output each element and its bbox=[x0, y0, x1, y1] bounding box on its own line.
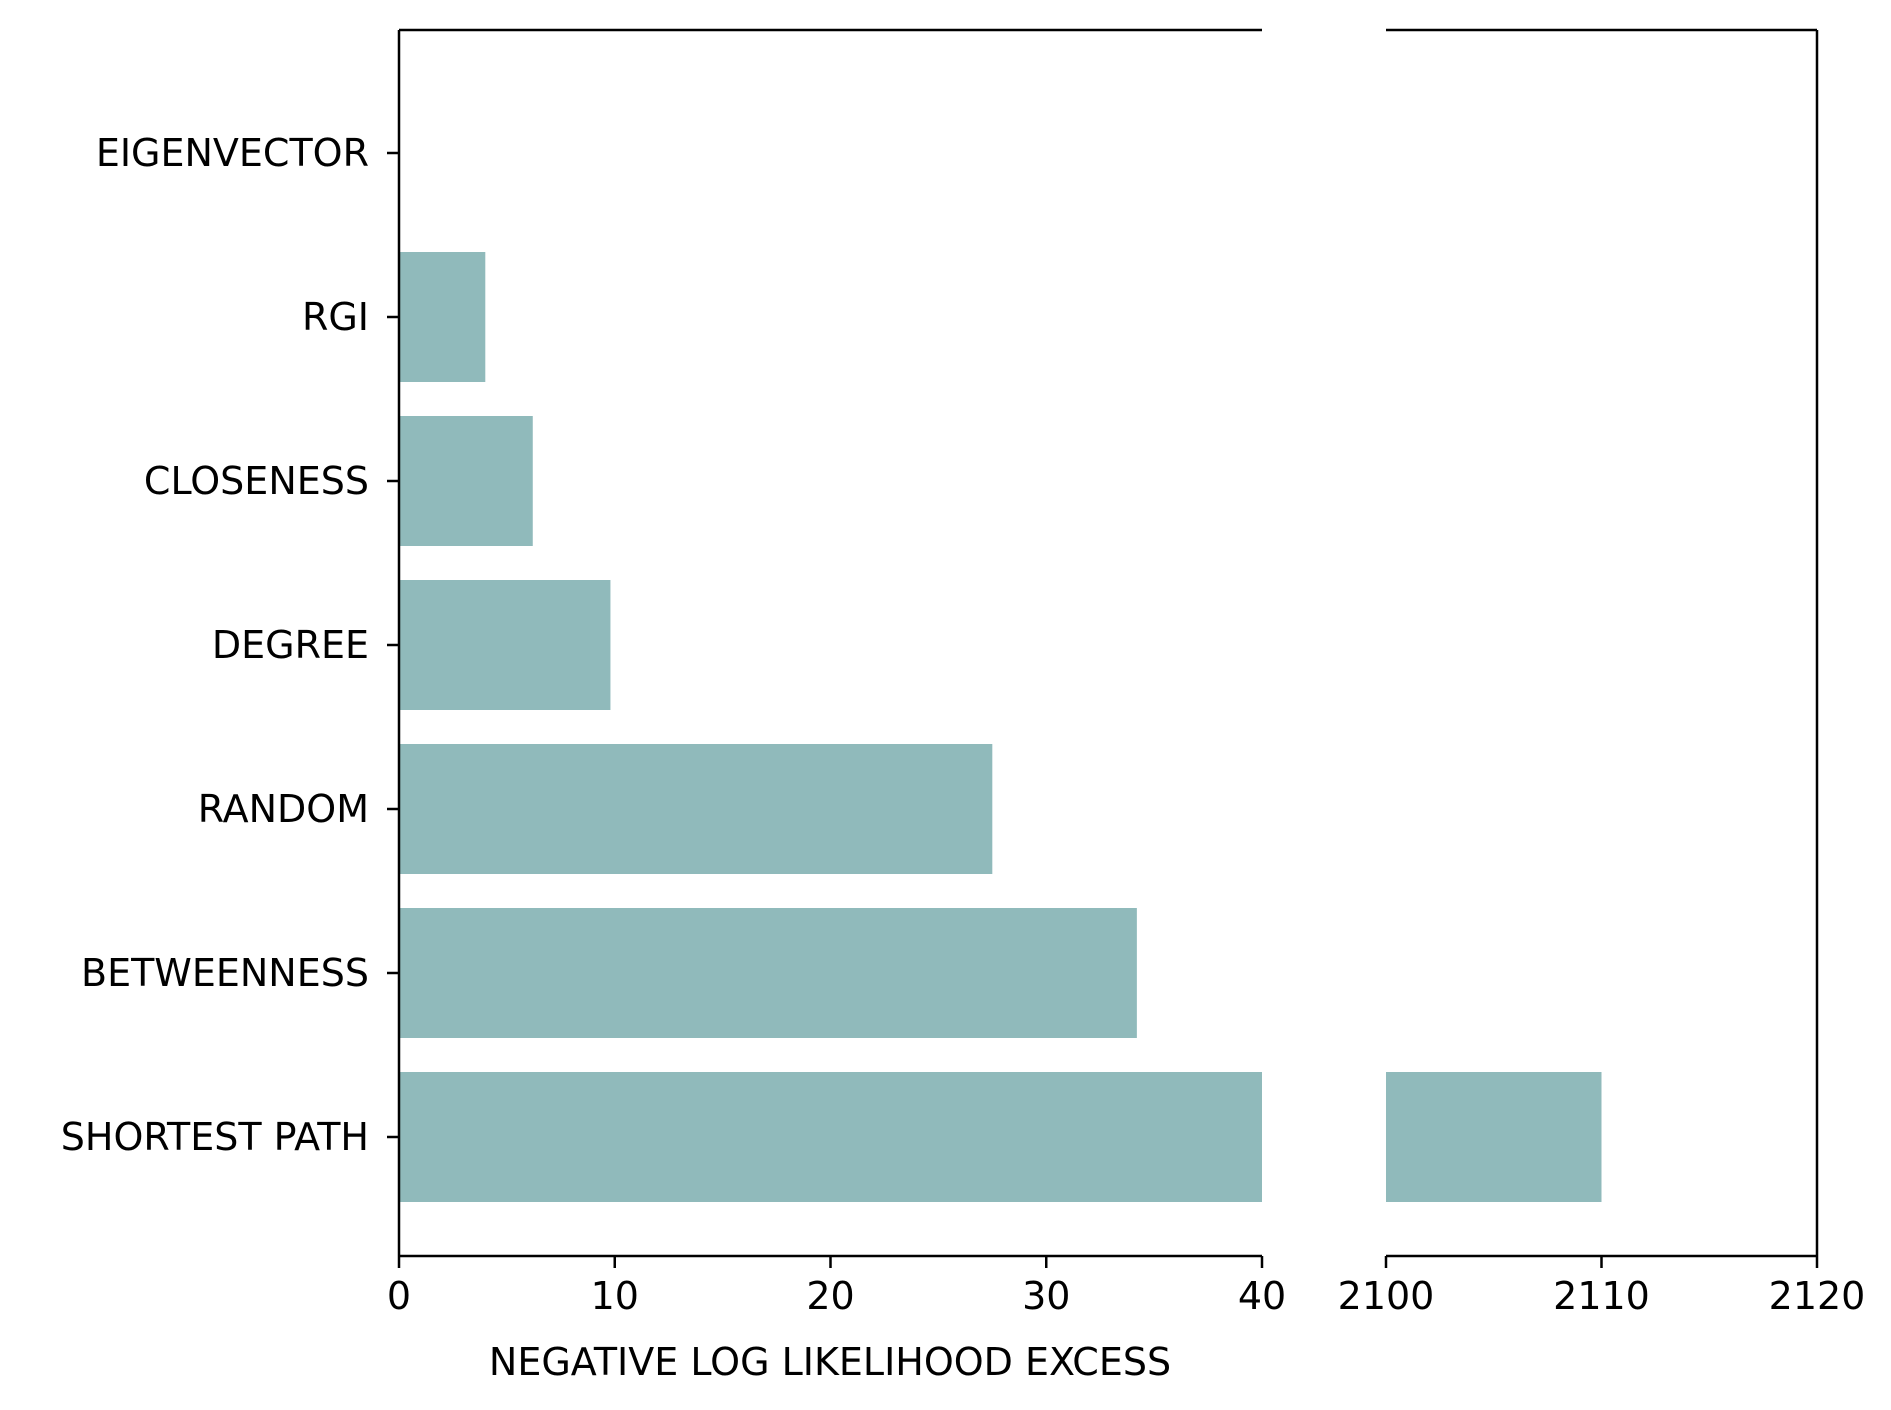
y-tick-label-shortest-path: SHORTEST PATH bbox=[61, 1115, 369, 1159]
bar-closeness bbox=[399, 416, 533, 546]
bars-layer bbox=[399, 252, 1602, 1202]
y-tick-label-betweenness: BETWEENNESS bbox=[81, 951, 369, 995]
bar-shortest-path-segment-2 bbox=[1386, 1072, 1602, 1202]
y-tick-label-eigenvector: EIGENVECTOR bbox=[96, 131, 369, 175]
labels-layer: EIGENVECTOR RGI CLOSENESS DEGREE RANDOM BETWE… bbox=[61, 131, 1866, 1318]
bar-rgi bbox=[399, 252, 486, 382]
y-tick-label-random: RANDOM bbox=[198, 787, 369, 831]
x-tick-label-40: 40 bbox=[1238, 1274, 1286, 1318]
x-axis-label: NEGATIVE LOG LIKELIHOOD EXCESS bbox=[489, 1340, 1171, 1384]
bar-degree bbox=[399, 580, 611, 710]
x-tick-label-10: 10 bbox=[591, 1274, 639, 1318]
axes-layer bbox=[387, 28, 1819, 1268]
bar-betweenness bbox=[399, 908, 1137, 1038]
y-tick-label-closeness: CLOSENESS bbox=[144, 459, 369, 503]
x-tick-label-0: 0 bbox=[387, 1274, 411, 1318]
x-tick-label-30: 30 bbox=[1022, 1274, 1070, 1318]
x-tick-label-20: 20 bbox=[806, 1274, 854, 1318]
bar-random bbox=[399, 744, 993, 874]
y-tick-label-rgi: RGI bbox=[302, 295, 369, 339]
x-tick-label-2110: 2110 bbox=[1553, 1274, 1650, 1318]
y-tick-label-degree: DEGREE bbox=[212, 623, 369, 667]
x-tick-label-2120: 2120 bbox=[1769, 1274, 1866, 1318]
x-tick-label-2100: 2100 bbox=[1338, 1274, 1435, 1318]
bar-shortest-path bbox=[399, 1072, 1262, 1202]
